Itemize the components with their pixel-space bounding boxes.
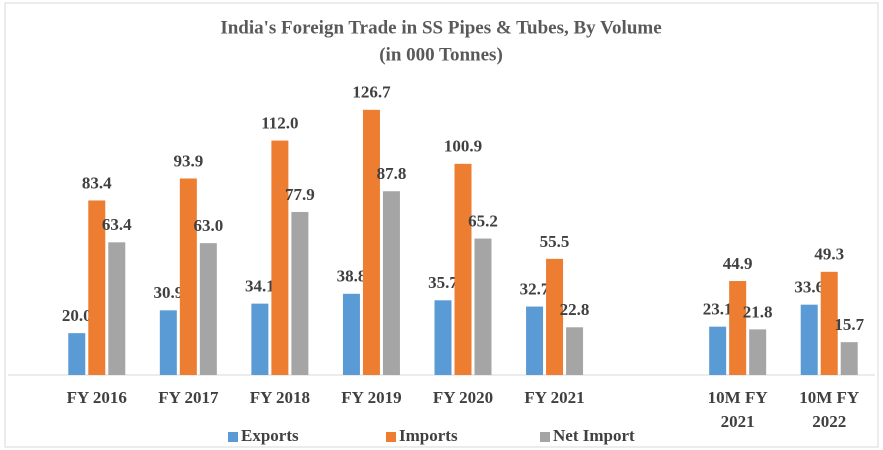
bar (749, 329, 767, 375)
x-tick-label: FY 2016 (67, 388, 127, 407)
bar (840, 342, 858, 375)
bar (729, 281, 747, 375)
value-label: 112.0 (261, 114, 298, 133)
value-label: 15.7 (834, 315, 864, 334)
value-label: 77.9 (285, 185, 315, 204)
value-label: 126.7 (352, 83, 391, 102)
value-label: 49.3 (814, 245, 844, 264)
chart-border (4, 2, 879, 448)
legend-label: Imports (399, 426, 458, 445)
legend-swatch (386, 432, 396, 442)
chart-title: India's Foreign Trade in SS Pipes & Tube… (220, 17, 661, 38)
bar (199, 243, 217, 375)
legend-label: Exports (241, 426, 299, 445)
x-tick-label: FY 2017 (158, 388, 219, 407)
x-tick-label: 10M FY 2021 (708, 388, 768, 431)
x-tick-label: FY 2019 (341, 388, 401, 407)
bar (474, 238, 492, 375)
value-label: 55.5 (540, 232, 570, 251)
bar (291, 211, 309, 375)
value-label: 23.1 (703, 300, 733, 319)
bar (251, 303, 269, 375)
bar (382, 191, 400, 375)
value-label: 22.8 (560, 300, 590, 319)
bar (362, 109, 380, 376)
x-tick-label: FY 2021 (524, 388, 584, 407)
value-label: 33.6 (794, 278, 824, 297)
bar (271, 140, 289, 375)
chart-subtitle: (in 000 Tonnes) (379, 44, 503, 65)
bar (434, 300, 452, 375)
bar (526, 306, 544, 375)
value-label: 35.7 (428, 273, 458, 292)
bar (566, 327, 584, 375)
bar (88, 200, 106, 375)
x-tick-label: FY 2020 (433, 388, 493, 407)
value-label: 63.0 (193, 216, 223, 235)
value-label: 93.9 (173, 151, 203, 170)
value-label: 20.0 (62, 306, 92, 325)
value-label: 87.8 (377, 164, 407, 183)
value-label: 38.8 (337, 267, 367, 286)
value-label: 83.4 (82, 173, 112, 192)
bar (342, 293, 360, 375)
legend-swatch (540, 432, 550, 442)
value-label: 34.1 (245, 277, 275, 296)
bar (159, 310, 177, 375)
value-label: 65.2 (468, 211, 498, 230)
value-label: 32.7 (520, 279, 550, 298)
value-label: 21.8 (743, 302, 773, 321)
legend-label: Net Import (553, 426, 635, 445)
bar (68, 333, 86, 375)
legend-swatch (228, 432, 238, 442)
x-tick-label: FY 2018 (250, 388, 310, 407)
value-label: 30.9 (153, 283, 183, 302)
bar (546, 258, 564, 375)
bar (108, 242, 126, 375)
bar (709, 326, 727, 375)
bar (820, 271, 838, 375)
value-label: 63.4 (102, 215, 132, 234)
bar (179, 178, 197, 375)
bar (454, 163, 472, 375)
bar (800, 304, 818, 375)
value-label: 100.9 (444, 137, 482, 156)
x-tick-label: 10M FY 2022 (799, 388, 859, 431)
value-label: 44.9 (723, 254, 753, 273)
